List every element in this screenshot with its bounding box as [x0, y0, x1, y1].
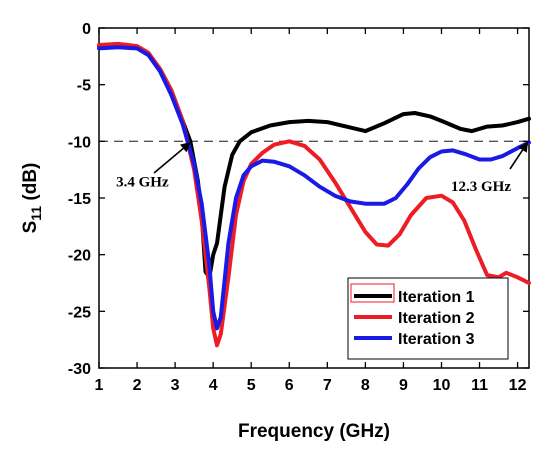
x-tick-label: 12 — [509, 377, 527, 394]
x-tick-label: 5 — [247, 377, 256, 394]
x-tick-label: 4 — [209, 377, 218, 394]
y-axis-title-main: S — [20, 221, 41, 234]
legend-label-iteration-1: Iteration 1 — [398, 289, 475, 306]
x-tick-label: 6 — [285, 377, 294, 394]
ticks-layer: 1 2 3 4 5 6 7 8 9 10 11 120-5-10-15-20-25-30 — [68, 21, 529, 394]
x-tick-label: 8 — [361, 377, 370, 394]
annotation-layer: 3.4 GHz 12.3 GHz — [116, 141, 529, 195]
y-tick-label: -30 — [68, 361, 91, 378]
y-axis-title: S11 (dB) — [20, 163, 44, 234]
legend: Iteration 1 Iteration 2 Iteration 3 — [347, 277, 509, 360]
legend-highlight-box — [350, 283, 395, 303]
annotation-arrow-1 — [153, 142, 191, 174]
annotation-label-2: 12.3 GHz — [451, 179, 511, 195]
series-line-iteration-3 — [97, 45, 531, 331]
annotation-arrow-2 — [509, 141, 529, 170]
x-tick-label: 10 — [433, 377, 451, 394]
y-tick-label: -20 — [68, 248, 91, 265]
y-tick-label: -15 — [68, 191, 91, 208]
y-tick-label: 0 — [82, 21, 91, 38]
x-tick-label: 3 — [171, 377, 180, 394]
annotation-label-1: 3.4 GHz — [116, 175, 169, 191]
y-axis-title-unit: (dB) — [20, 163, 41, 206]
x-tick-label: 9 — [399, 377, 408, 394]
y-axis-title-sub: 11 — [28, 206, 44, 221]
x-tick-label: 1 — [95, 377, 104, 394]
y-tick-label: -10 — [68, 134, 91, 151]
x-tick-label: 7 — [323, 377, 332, 394]
legend-label-iteration-3: Iteration 3 — [398, 331, 475, 348]
y-tick-label: -25 — [68, 304, 91, 321]
legend-label-iteration-2: Iteration 2 — [398, 310, 475, 327]
y-tick-label: -5 — [77, 78, 91, 95]
series-layer — [97, 41, 531, 348]
x-axis-title: Frequency (GHz) — [238, 421, 390, 442]
x-tick-label: 2 — [133, 377, 142, 394]
x-tick-label: 11 — [471, 377, 488, 394]
